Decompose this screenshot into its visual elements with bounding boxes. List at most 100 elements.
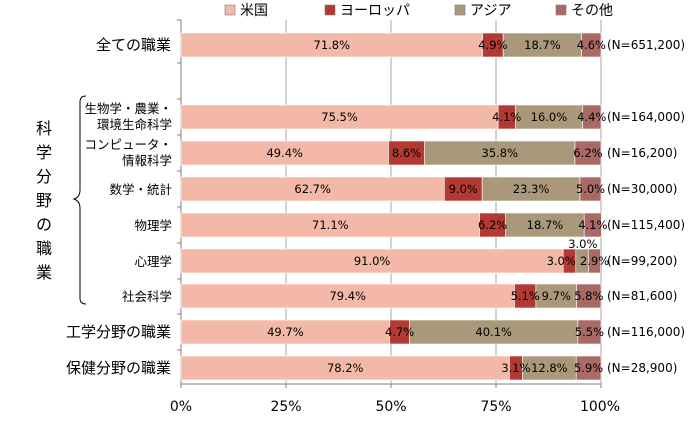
data-label: 71.1% bbox=[312, 218, 349, 232]
n-count-label: (N=115,400) bbox=[607, 218, 685, 232]
data-label: 49.4% bbox=[266, 146, 303, 160]
data-label: 4.9% bbox=[478, 38, 507, 52]
bar-segment-4 bbox=[577, 319, 602, 345]
group-label-char: 野 bbox=[36, 191, 52, 210]
bar-segment-4 bbox=[582, 104, 602, 130]
bar-segment-3 bbox=[502, 32, 582, 58]
group-label-char: 科 bbox=[36, 119, 52, 138]
data-label: 5.8% bbox=[574, 289, 603, 303]
n-count-label: (N=99,200) bbox=[607, 254, 677, 268]
data-label: 3.1% bbox=[501, 361, 530, 375]
data-label: 4.1% bbox=[492, 110, 521, 124]
bar-segment-3 bbox=[424, 140, 576, 166]
x-tick-label: 75% bbox=[480, 399, 511, 415]
category-label: 心理学 bbox=[134, 254, 172, 269]
legend-label: アジア bbox=[470, 3, 511, 19]
data-label: 18.7% bbox=[524, 38, 561, 52]
n-count-label: (N=30,000) bbox=[607, 182, 677, 196]
data-label: 49.7% bbox=[267, 325, 304, 339]
data-label: 4.6% bbox=[577, 38, 606, 52]
x-tick-label: 25% bbox=[270, 399, 301, 415]
data-label: 18.7% bbox=[527, 218, 564, 232]
category-label: 社会科学 bbox=[122, 289, 172, 304]
data-label: 4.4% bbox=[577, 110, 606, 124]
bar-segment-2 bbox=[479, 212, 506, 238]
data-label: 35.8% bbox=[482, 146, 519, 160]
data-label: 5.0% bbox=[576, 182, 605, 196]
legend-swatch bbox=[324, 4, 336, 16]
data-label: 12.8% bbox=[531, 361, 568, 375]
data-label: 5.9% bbox=[574, 361, 603, 375]
data-label: 79.4% bbox=[329, 289, 366, 303]
data-label: 4.7% bbox=[385, 325, 414, 339]
bar-segment-1 bbox=[180, 104, 499, 130]
bar-segment-4 bbox=[581, 32, 602, 58]
data-label: 75.5% bbox=[321, 110, 358, 124]
bar-segment-4 bbox=[574, 140, 602, 166]
x-tick-label: 50% bbox=[375, 399, 406, 415]
bar-segment-3 bbox=[409, 319, 579, 345]
category-label: 物理学 bbox=[134, 218, 172, 233]
legend-label: 米国 bbox=[240, 3, 268, 19]
bar-segment-3 bbox=[481, 176, 581, 202]
data-label: 2.9% bbox=[580, 254, 609, 268]
n-count-label: (N=81,600) bbox=[607, 289, 677, 303]
data-label: 23.3% bbox=[513, 182, 550, 196]
n-count-label: (N=116,000) bbox=[607, 325, 685, 339]
category-label-line2: 環境生命科学 bbox=[97, 117, 172, 132]
data-label: 5.5% bbox=[575, 325, 604, 339]
x-tick-label: 0% bbox=[170, 399, 192, 415]
category-label: コンピュータ・ bbox=[84, 137, 172, 152]
bar-segment-3 bbox=[522, 355, 577, 381]
bar-segment-1 bbox=[180, 140, 389, 166]
category-label: 全ての職業 bbox=[96, 36, 171, 54]
data-label: 40.1% bbox=[475, 325, 512, 339]
category-label: 工学分野の職業 bbox=[66, 323, 171, 341]
legend-swatch bbox=[224, 4, 236, 16]
data-label: 9.7% bbox=[542, 289, 571, 303]
bar-segment-3 bbox=[505, 212, 585, 238]
data-label: 8.6% bbox=[392, 146, 421, 160]
bar-segment-4 bbox=[579, 176, 602, 202]
data-label: 5.1% bbox=[511, 289, 540, 303]
data-label: 16.0% bbox=[531, 110, 568, 124]
bar-segment-3 bbox=[535, 283, 577, 309]
group-label-char: 職 bbox=[36, 239, 52, 258]
legend-label: ヨーロッパ bbox=[340, 3, 410, 19]
bar-segment-4 bbox=[575, 355, 602, 381]
group-brace bbox=[72, 95, 87, 305]
category-label-line2: 情報科学 bbox=[122, 153, 172, 168]
bar-segment-1 bbox=[180, 283, 515, 309]
bar-segment-1 bbox=[180, 212, 480, 238]
category-label: 数学・統計 bbox=[109, 182, 172, 197]
category-label: 保健分野の職業 bbox=[66, 359, 171, 377]
data-label: 6.2% bbox=[478, 218, 507, 232]
data-label: 3.0% bbox=[568, 237, 597, 251]
bar-segment-4 bbox=[583, 212, 602, 238]
group-label-char: 学 bbox=[36, 143, 52, 162]
n-count-label: (N=651,200) bbox=[607, 38, 685, 52]
data-label: 6.2% bbox=[573, 146, 602, 160]
data-label: 62.7% bbox=[294, 182, 331, 196]
legend-swatch bbox=[555, 4, 567, 16]
category-label: 生物学・農業・ bbox=[84, 101, 172, 116]
bar-segment-2 bbox=[444, 176, 483, 202]
n-count-label: (N=16,200) bbox=[607, 146, 677, 160]
data-label: 9.0% bbox=[449, 182, 478, 196]
bar-segment-4 bbox=[588, 248, 601, 274]
data-label: 3.0% bbox=[547, 254, 576, 268]
legend-swatch bbox=[454, 4, 466, 16]
bar-segment-3 bbox=[515, 104, 583, 130]
bar-segment-1 bbox=[180, 176, 445, 202]
data-label: 71.8% bbox=[314, 38, 351, 52]
data-label: 78.2% bbox=[327, 361, 364, 375]
data-label: 91.0% bbox=[354, 254, 391, 268]
bar-segment-4 bbox=[576, 283, 602, 309]
n-count-label: (N=164,000) bbox=[607, 110, 685, 124]
legend-label: その他 bbox=[571, 3, 613, 19]
group-label-char: 分 bbox=[36, 167, 52, 186]
data-label: 4.1% bbox=[578, 218, 607, 232]
x-tick-label: 100% bbox=[580, 399, 620, 415]
group-label-char: の bbox=[36, 215, 52, 234]
